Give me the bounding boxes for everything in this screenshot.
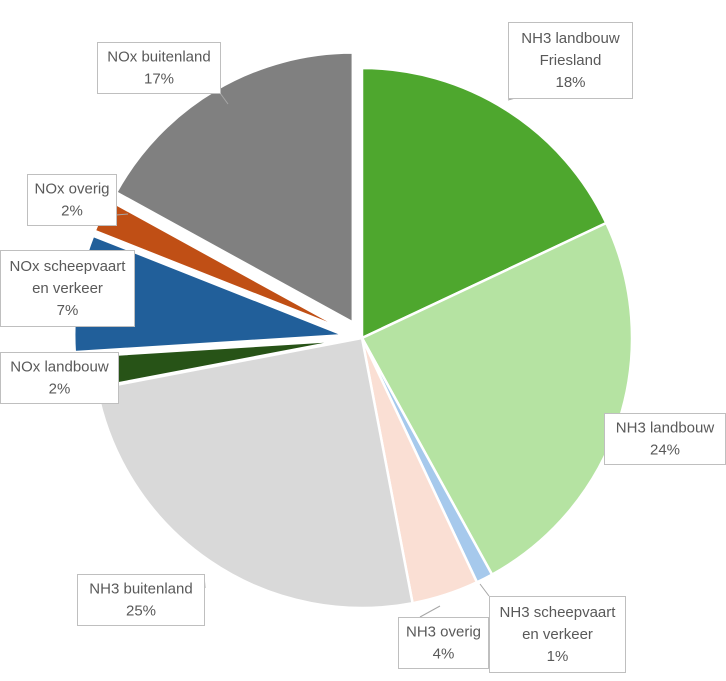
data-label-nh3-scheepvaart-en-verkeer: NH3 scheepvaart en verkeer 1% bbox=[489, 596, 626, 673]
data-label-name: NOx scheepvaart bbox=[10, 258, 127, 275]
data-label-name: NH3 landbouw bbox=[616, 420, 715, 437]
data-label-percent: 2% bbox=[61, 203, 83, 220]
data-label-nox-buitenland: NOx buitenland 17% bbox=[97, 42, 221, 94]
data-label-box bbox=[0, 250, 135, 327]
data-label-box bbox=[27, 174, 117, 226]
data-label-nox-scheepvaart-en-verkeer: NOx scheepvaart en verkeer 7% bbox=[0, 250, 135, 327]
pie-slices bbox=[72, 51, 634, 610]
data-label-box bbox=[77, 574, 205, 626]
data-label-box bbox=[489, 596, 626, 673]
pie-slice-nh3-buitenland bbox=[95, 336, 414, 610]
data-label-box bbox=[398, 617, 489, 669]
data-label-percent: 24% bbox=[650, 442, 680, 459]
data-label-percent: 1% bbox=[547, 648, 569, 665]
leader-line bbox=[115, 213, 129, 216]
data-label-box bbox=[604, 413, 726, 465]
data-label-percent: 17% bbox=[144, 71, 174, 88]
data-label-box bbox=[97, 42, 221, 94]
data-label-name: NOx overig bbox=[34, 181, 109, 198]
data-label-nox-overig: NOx overig 2% bbox=[27, 174, 117, 226]
data-label-percent: 25% bbox=[126, 603, 156, 620]
data-label-name: NH3 landbouw bbox=[521, 30, 620, 47]
data-label-name: NOx landbouw bbox=[10, 359, 109, 376]
data-label-nh3-landbouw: NH3 landbouw 24% bbox=[604, 413, 726, 465]
leader-line bbox=[419, 605, 441, 618]
data-label-box bbox=[0, 352, 119, 404]
data-label-name: NH3 scheepvaart bbox=[500, 604, 617, 621]
data-label-percent: 18% bbox=[555, 74, 585, 91]
data-label-name: NOx buitenland bbox=[107, 49, 210, 66]
data-label-name: en verkeer bbox=[522, 626, 593, 643]
data-label-name: en verkeer bbox=[32, 280, 103, 297]
data-label-box bbox=[508, 22, 633, 99]
data-label-percent: 4% bbox=[433, 646, 455, 663]
data-label-percent: 7% bbox=[57, 302, 79, 319]
pie-slice-nh3-landbouw-friesland bbox=[360, 66, 608, 340]
data-label-nh3-buitenland: NH3 buitenland 25% bbox=[77, 574, 205, 626]
data-label-name: NH3 overig bbox=[406, 624, 481, 641]
data-label-nh3-overig: NH3 overig 4% bbox=[398, 617, 489, 669]
data-label-nh3-landbouw-friesland: NH3 landbouw Friesland 18% bbox=[508, 22, 633, 99]
leader-line bbox=[479, 583, 490, 597]
data-label-name: Friesland bbox=[540, 52, 602, 69]
data-label-nox-landbouw: NOx landbouw 2% bbox=[0, 352, 119, 404]
data-label-name: NH3 buitenland bbox=[89, 581, 192, 598]
leader-line bbox=[219, 92, 229, 105]
data-label-percent: 2% bbox=[49, 381, 71, 398]
